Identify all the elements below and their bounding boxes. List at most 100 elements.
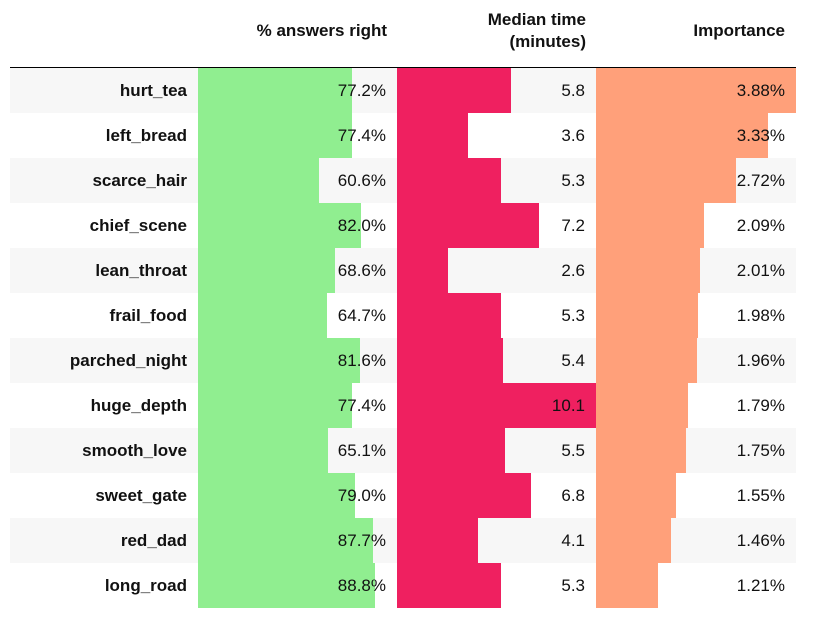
row-label: hurt_tea <box>119 81 187 100</box>
row-label: frail_food <box>109 306 187 325</box>
importance-value: 1.21% <box>736 576 785 595</box>
importance-bar <box>596 248 700 293</box>
importance-value: 1.46% <box>736 531 785 550</box>
pct-bar <box>198 68 352 113</box>
table-row: smooth_love 65.1% 5.5 1.75% <box>10 428 796 473</box>
importance-value: 1.79% <box>736 396 785 415</box>
importance-bar <box>596 113 768 158</box>
importance-bar <box>596 338 698 383</box>
importance-value: 1.75% <box>736 441 785 460</box>
row-label: smooth_love <box>82 441 187 460</box>
importance-bar <box>596 203 704 248</box>
time-bar <box>397 113 468 158</box>
time-bar <box>397 248 449 293</box>
row-label: left_bread <box>105 126 187 145</box>
pct-bar <box>198 473 356 518</box>
importance-bar <box>596 518 672 563</box>
table-row: frail_food 64.7% 5.3 1.98% <box>10 293 796 338</box>
table-row: left_bread 77.4% 3.6 3.33% <box>10 113 796 158</box>
pct-value: 60.6% <box>337 171 386 190</box>
row-label: sweet_gate <box>95 486 187 505</box>
pct-value: 77.2% <box>337 81 386 100</box>
importance-value: 2.72% <box>736 171 785 190</box>
importance-bar <box>596 473 676 518</box>
importance-value: 2.01% <box>736 261 785 280</box>
pct-bar <box>198 158 319 203</box>
time-bar <box>397 158 502 203</box>
table-row: red_dad 87.7% 4.1 1.46% <box>10 518 796 563</box>
time-value: 5.4 <box>561 351 585 370</box>
importance-value: 1.98% <box>736 306 785 325</box>
importance-bar <box>596 293 699 338</box>
time-value: 3.6 <box>561 126 585 145</box>
pct-value: 88.8% <box>337 576 386 595</box>
importance-bar <box>596 563 659 608</box>
table-row: hurt_tea 77.2% 5.8 3.88% <box>10 68 796 113</box>
time-value: 7.2 <box>561 216 585 235</box>
time-bar <box>397 293 502 338</box>
row-label: parched_night <box>69 351 187 370</box>
pct-value: 65.1% <box>337 441 386 460</box>
time-bar <box>397 68 512 113</box>
time-bar <box>397 563 502 608</box>
table-row: scarce_hair 60.6% 5.3 2.72% <box>10 158 796 203</box>
row-label: scarce_hair <box>92 171 187 190</box>
importance-value: 3.33% <box>736 126 785 145</box>
time-value: 2.6 <box>561 261 585 280</box>
header-median-time: Median time (minutes) <box>400 9 586 53</box>
pct-bar <box>198 563 375 608</box>
row-label: chief_scene <box>89 216 187 235</box>
time-value: 5.8 <box>561 81 585 100</box>
table-row: long_road 88.8% 5.3 1.21% <box>10 563 796 608</box>
time-bar <box>397 518 478 563</box>
pct-bar <box>198 203 362 248</box>
header-pct-answers-right: % answers right <box>256 21 387 40</box>
pct-value: 77.4% <box>337 126 386 145</box>
pct-bar <box>198 293 327 338</box>
importance-bar <box>596 158 737 203</box>
time-value: 10.1 <box>551 396 585 415</box>
importance-value: 3.88% <box>736 81 785 100</box>
pct-value: 64.7% <box>337 306 386 325</box>
importance-bar <box>596 68 796 113</box>
pct-bar <box>198 428 328 473</box>
pct-bar <box>198 338 361 383</box>
pct-value: 82.0% <box>337 216 386 235</box>
row-label: long_road <box>104 576 187 595</box>
time-value: 5.3 <box>561 576 585 595</box>
time-value: 6.8 <box>561 486 585 505</box>
importance-value: 1.96% <box>736 351 785 370</box>
time-bar <box>397 338 504 383</box>
importance-bar <box>596 428 687 473</box>
importance-bar <box>596 383 689 428</box>
time-bar <box>397 428 506 473</box>
time-bar <box>397 383 596 428</box>
pct-bar <box>198 518 373 563</box>
row-label: lean_throat <box>95 261 187 280</box>
pct-value: 81.6% <box>337 351 386 370</box>
pct-bar <box>198 248 335 293</box>
time-bar <box>397 473 531 518</box>
pct-bar <box>198 383 353 428</box>
pct-value: 87.7% <box>337 531 386 550</box>
table-row: sweet_gate 79.0% 6.8 1.55% <box>10 473 796 518</box>
pct-value: 77.4% <box>337 396 386 415</box>
header-median-time-line1: Median time <box>487 10 586 29</box>
time-value: 5.3 <box>561 306 585 325</box>
pct-value: 68.6% <box>337 261 386 280</box>
table-row: lean_throat 68.6% 2.6 2.01% <box>10 248 796 293</box>
time-bar <box>397 203 539 248</box>
row-label: huge_depth <box>90 396 187 415</box>
time-value: 5.5 <box>561 441 585 460</box>
table-row: chief_scene 82.0% 7.2 2.09% <box>10 203 796 248</box>
pct-bar <box>198 113 353 158</box>
table-row: parched_night 81.6% 5.4 1.96% <box>10 338 796 383</box>
table-row: huge_depth 77.4% 10.1 1.79% <box>10 383 796 428</box>
pct-value: 79.0% <box>337 486 386 505</box>
header-median-time-line2: (minutes) <box>509 32 587 51</box>
row-label: red_dad <box>120 531 187 550</box>
importance-value: 2.09% <box>736 216 785 235</box>
time-value: 4.1 <box>561 531 585 550</box>
importance-value: 1.55% <box>736 486 785 505</box>
